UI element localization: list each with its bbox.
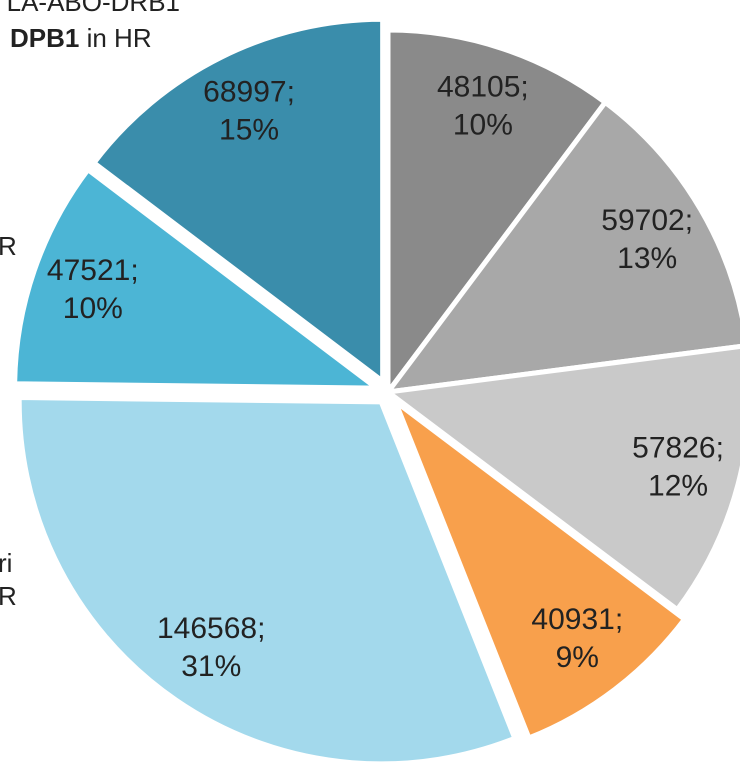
pie-slice xyxy=(12,166,385,391)
legend-fragment: LA-ABO-DRB1 xyxy=(7,0,180,17)
data-label: 68997; xyxy=(203,76,295,109)
legend-fragment: DPB1 in HR xyxy=(10,23,152,53)
percent-label: 10% xyxy=(453,108,513,141)
percent-label: 15% xyxy=(219,114,279,147)
pie-slice xyxy=(90,16,386,387)
percent-label: 9% xyxy=(556,641,599,674)
percent-label: 12% xyxy=(648,470,708,503)
data-label: 146568; xyxy=(157,612,265,645)
data-label: 47521; xyxy=(47,254,139,287)
legend-fragment: DPB1 xyxy=(10,23,79,53)
data-label: 57826; xyxy=(632,432,724,465)
pie-slice xyxy=(16,395,519,766)
pie-slice xyxy=(382,98,740,396)
percent-label: 10% xyxy=(63,292,123,325)
legend-fragment: R xyxy=(0,231,17,261)
data-label: 48105; xyxy=(437,70,529,103)
percent-label: 31% xyxy=(181,650,241,683)
pie-slice xyxy=(385,27,609,400)
percent-label: 13% xyxy=(617,242,677,275)
pie-slice xyxy=(381,343,740,614)
legend-fragment: ri xyxy=(0,548,12,578)
legend-fragment: in HR xyxy=(79,23,151,53)
data-label: 40931; xyxy=(531,603,623,636)
legend-fragment: R xyxy=(0,581,17,611)
data-label: 59702; xyxy=(601,204,693,237)
pie-slice xyxy=(389,394,689,742)
